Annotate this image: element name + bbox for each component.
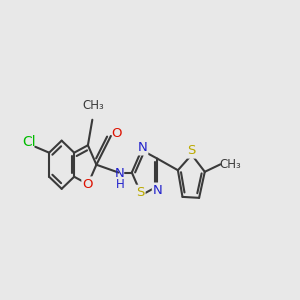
Text: CH₃: CH₃: [220, 158, 242, 171]
Text: H: H: [116, 178, 124, 191]
Text: O: O: [111, 127, 122, 140]
Text: O: O: [83, 178, 93, 191]
Text: S: S: [136, 186, 144, 199]
Text: S: S: [188, 144, 196, 157]
Text: N: N: [137, 141, 147, 154]
Text: N: N: [115, 167, 125, 180]
Text: Cl: Cl: [22, 135, 36, 149]
Text: CH₃: CH₃: [82, 100, 104, 112]
Text: N: N: [153, 184, 163, 197]
